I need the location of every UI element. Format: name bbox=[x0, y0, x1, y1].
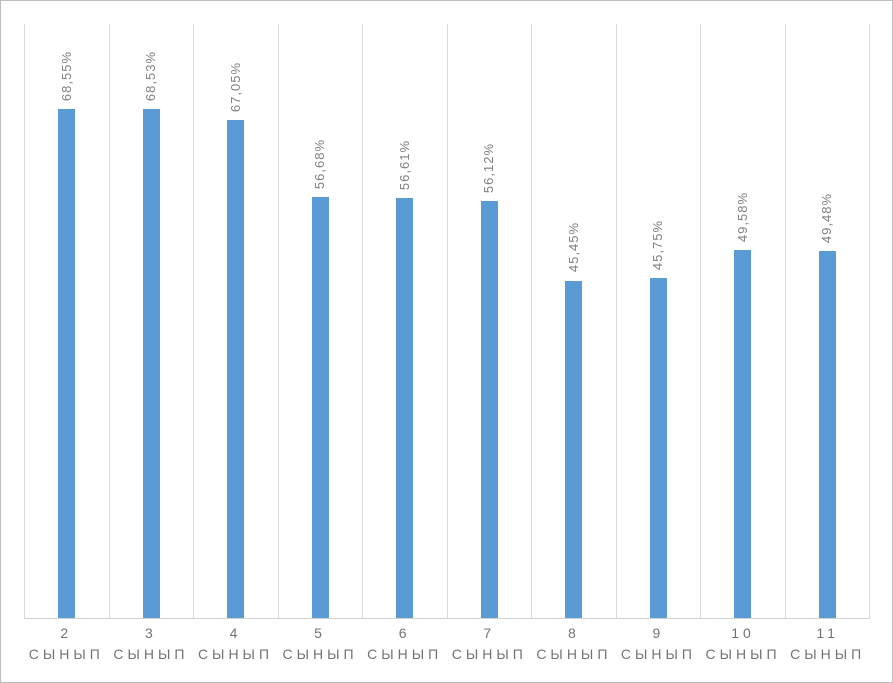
bar-value-label: 68,53% bbox=[143, 51, 159, 102]
x-tick-word: СЫНЫП bbox=[451, 646, 527, 662]
bar[interactable] bbox=[396, 197, 414, 618]
x-tick-word: СЫНЫП bbox=[620, 646, 696, 662]
category-cell: 68,55% bbox=[24, 24, 109, 618]
x-tick-label: 4 СЫНЫП bbox=[193, 623, 278, 665]
x-tick-number: 5 bbox=[314, 625, 326, 641]
bar[interactable] bbox=[142, 109, 160, 618]
category-cell: 49,48% bbox=[784, 24, 870, 618]
category-cell: 56,61% bbox=[362, 24, 447, 618]
bar[interactable] bbox=[58, 109, 76, 618]
x-tick-label: 9 СЫНЫП bbox=[616, 623, 701, 665]
x-tick-word: СЫНЫП bbox=[197, 646, 274, 662]
x-tick-number: 10 bbox=[731, 625, 755, 641]
x-tick-number: 2 bbox=[60, 625, 73, 641]
x-tick-word: СЫНЫП bbox=[790, 646, 866, 662]
bar[interactable] bbox=[565, 280, 583, 618]
bar[interactable] bbox=[649, 278, 667, 618]
x-tick-word: СЫНЫП bbox=[113, 646, 189, 662]
bar-value-label: 67,05% bbox=[227, 62, 243, 113]
bar[interactable] bbox=[311, 197, 329, 618]
bar[interactable] bbox=[480, 201, 498, 618]
x-tick-word: СЫНЫП bbox=[282, 646, 358, 662]
x-tick-word: СЫНЫП bbox=[536, 646, 612, 662]
x-tick-label: 3 СЫНЫП bbox=[109, 623, 194, 665]
category-cell: 45,75% bbox=[615, 24, 701, 618]
category-cell: 68,53% bbox=[108, 24, 194, 618]
bar-value-label: 45,75% bbox=[650, 220, 666, 271]
bar-value-label: 56,68% bbox=[312, 139, 328, 190]
x-tick-word: СЫНЫП bbox=[367, 646, 443, 662]
bar-value-label: 56,12% bbox=[481, 143, 497, 194]
x-tick-number: 4 bbox=[229, 625, 242, 641]
x-tick-number: 11 bbox=[816, 625, 839, 641]
plot-area: 68,55% 68,53% 67,05% 56,68% 56,61% 56,12% 45,4… bbox=[24, 24, 870, 619]
category-cell: 67,05% bbox=[193, 24, 278, 618]
x-tick-label: 11 СЫНЫП bbox=[785, 623, 870, 665]
bar-value-label: 49,58% bbox=[734, 191, 750, 242]
x-tick-label: 7 СЫНЫП bbox=[447, 623, 532, 665]
x-tick-label: 10 СЫНЫП bbox=[701, 623, 786, 665]
x-tick-number: 7 bbox=[483, 625, 496, 641]
x-tick-number: 9 bbox=[652, 625, 665, 641]
category-cell: 56,12% bbox=[446, 24, 532, 618]
bar[interactable] bbox=[818, 250, 836, 618]
x-tick-word: СЫНЫП bbox=[28, 646, 104, 662]
bar[interactable] bbox=[734, 249, 752, 618]
bar-value-label: 68,55% bbox=[58, 50, 74, 102]
bar[interactable] bbox=[227, 120, 245, 618]
category-cell: 56,68% bbox=[277, 24, 363, 618]
x-tick-number: 6 bbox=[398, 625, 411, 641]
category-cell: 49,58% bbox=[700, 24, 785, 618]
bar-value-label: 56,61% bbox=[396, 139, 412, 190]
x-tick-number: 3 bbox=[144, 625, 157, 641]
x-tick-label: 6 СЫНЫП bbox=[362, 623, 447, 665]
category-cell: 45,45% bbox=[531, 24, 616, 618]
bar-value-label: 49,48% bbox=[819, 192, 835, 243]
x-tick-word: СЫНЫП bbox=[705, 646, 781, 662]
x-tick-number: 8 bbox=[567, 625, 580, 641]
x-tick-label: 2 СЫНЫП bbox=[24, 623, 109, 665]
bar-value-label: 45,45% bbox=[565, 222, 581, 273]
x-tick-label: 5 СЫНЫП bbox=[278, 623, 363, 665]
x-tick-label: 8 СЫНЫП bbox=[532, 623, 617, 665]
x-axis-labels: 2 СЫНЫП 3 СЫНЫП 4 СЫНЫП 5 СЫНЫП 6 СЫНЫП 7 СЫНЫП 8 СЫН… bbox=[24, 623, 870, 665]
